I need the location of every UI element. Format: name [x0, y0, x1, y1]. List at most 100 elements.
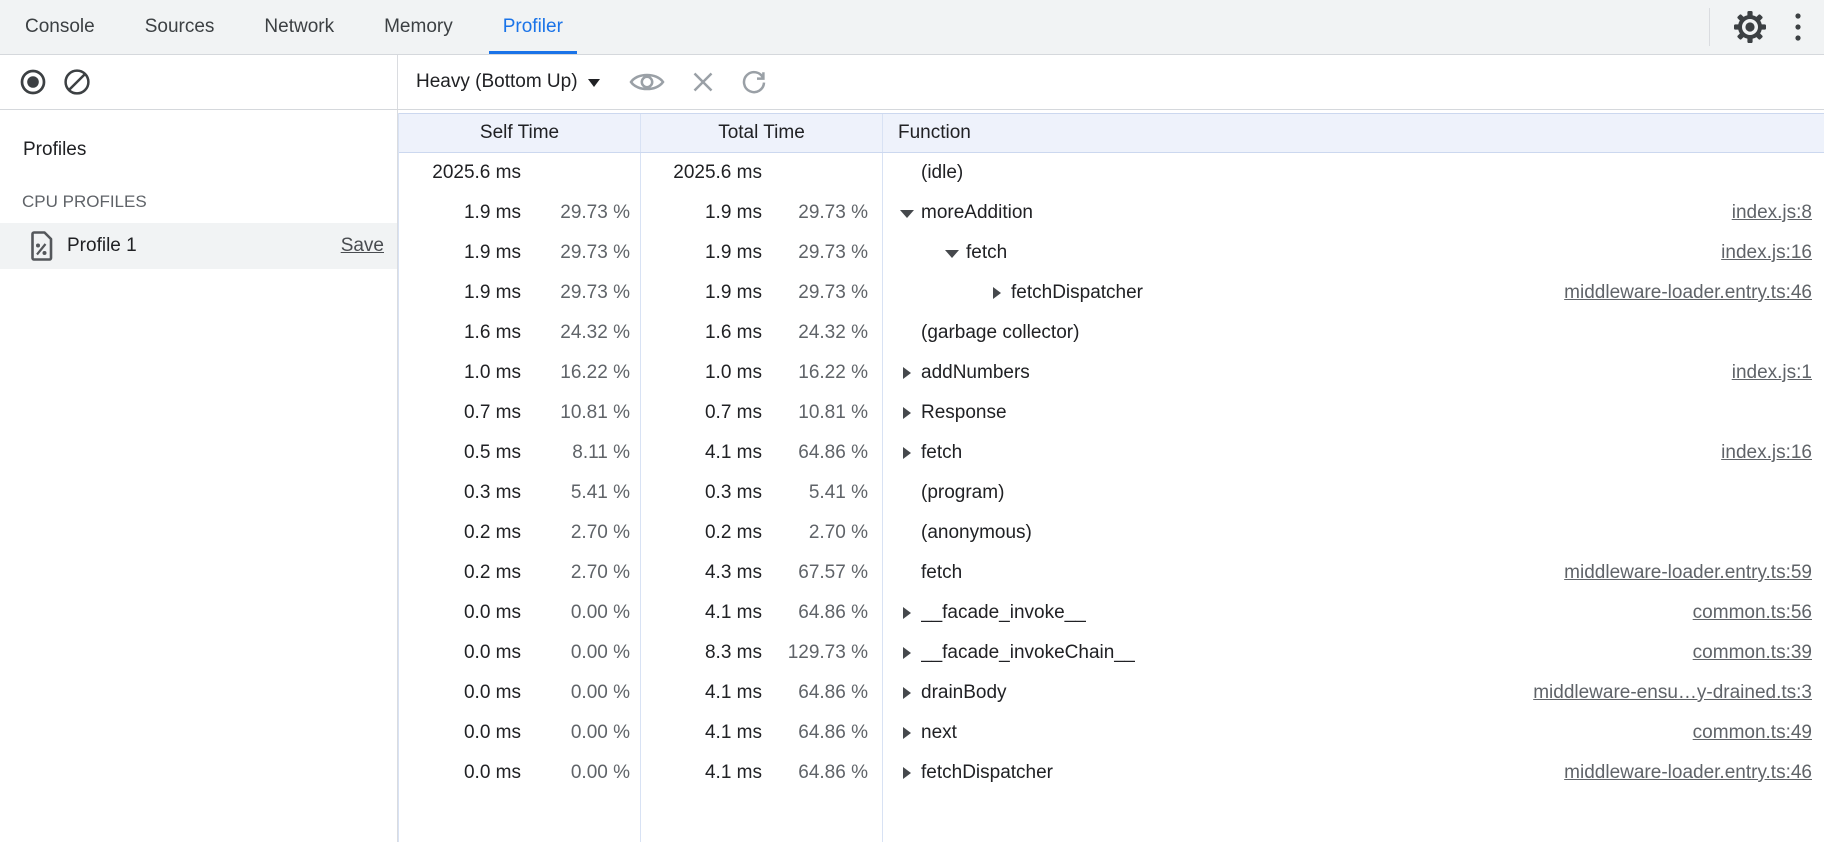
total-time-cell: 4.1 ms 64.86 %: [641, 433, 883, 473]
tab-bar-spacer: [588, 0, 1709, 54]
source-link[interactable]: middleware-loader.entry.ts:46: [1564, 282, 1812, 303]
self-time-percent: 2.70 %: [570, 522, 630, 543]
self-time-ms: 1.9 ms: [463, 242, 521, 263]
expand-arrow-icon[interactable]: [898, 645, 916, 661]
focus-function-eye-icon[interactable]: [628, 69, 666, 95]
expand-arrow-icon[interactable]: [898, 725, 916, 741]
expand-arrow-icon[interactable]: [898, 365, 916, 381]
total-time-ms: 1.9 ms: [704, 242, 762, 263]
table-row[interactable]: 0.0 ms 0.00 % 8.3 ms 129.73 % __facade_inv…: [399, 633, 1824, 673]
self-time-ms: 2025.6 ms: [432, 162, 521, 183]
view-mode-select[interactable]: Heavy (Bottom Up): [416, 71, 600, 93]
table-row[interactable]: 0.0 ms 0.00 % 4.1 ms 64.86 % next common.t…: [399, 713, 1824, 753]
expand-arrow-icon[interactable]: [898, 205, 916, 221]
clear-profiles-button[interactable]: [62, 67, 92, 97]
total-time-cell: 0.7 ms 10.81 %: [641, 393, 883, 433]
source-link[interactable]: middleware-loader.entry.ts:46: [1564, 762, 1812, 783]
function-name: drainBody: [921, 682, 1007, 703]
source-link[interactable]: index.js:16: [1721, 442, 1812, 463]
total-time-percent: 29.73 %: [798, 202, 868, 223]
source-link[interactable]: middleware-loader.entry.ts:59: [1564, 562, 1812, 583]
total-time-percent: 29.73 %: [798, 242, 868, 263]
total-time-ms: 1.0 ms: [704, 362, 762, 383]
table-row[interactable]: 0.5 ms 8.11 % 4.1 ms 64.86 % fetch index.j…: [399, 433, 1824, 473]
table-row[interactable]: 1.9 ms 29.73 % 1.9 ms 29.73 % moreAddition…: [399, 193, 1824, 233]
expand-arrow-icon: [898, 325, 916, 341]
source-link[interactable]: common.ts:39: [1692, 642, 1812, 663]
function-name: __facade_invoke__: [921, 602, 1086, 623]
tab-memory[interactable]: Memory: [359, 0, 478, 54]
column-header-function[interactable]: Function: [898, 122, 971, 143]
total-time-cell: 4.3 ms 67.57 %: [641, 553, 883, 593]
tab-profiler[interactable]: Profiler: [478, 0, 588, 54]
source-link[interactable]: index.js:8: [1731, 202, 1812, 223]
table-row[interactable]: 1.9 ms 29.73 % 1.9 ms 29.73 % fetchDispatc…: [399, 273, 1824, 313]
source-link[interactable]: middleware-ensu…y-drained.ts:3: [1533, 682, 1812, 703]
table-row[interactable]: 0.2 ms 2.70 % 4.3 ms 67.57 % fetch middlew…: [399, 553, 1824, 593]
profile-list-item[interactable]: Profile 1 Save: [0, 223, 397, 269]
expand-arrow-icon[interactable]: [898, 685, 916, 701]
column-header-total-time[interactable]: Total Time: [641, 114, 883, 152]
settings-gear-icon[interactable]: [1732, 9, 1768, 45]
table-row[interactable]: 0.2 ms 2.70 % 0.2 ms 2.70 % (anonymous): [399, 513, 1824, 553]
record-profile-button[interactable]: [18, 67, 48, 97]
tab-console[interactable]: Console: [0, 0, 120, 54]
expand-arrow-icon[interactable]: [898, 405, 916, 421]
self-time-cell: 0.0 ms 0.00 %: [399, 673, 641, 713]
total-time-percent: 64.86 %: [798, 602, 868, 623]
total-time-ms: 4.3 ms: [704, 562, 762, 583]
total-time-ms: 4.1 ms: [704, 682, 762, 703]
source-link[interactable]: common.ts:56: [1692, 602, 1812, 623]
total-time-ms: 0.3 ms: [704, 482, 762, 503]
profiler-controls: [0, 55, 398, 109]
table-row[interactable]: 2025.6 ms 2025.6 ms (idle): [399, 153, 1824, 193]
tab-network[interactable]: Network: [239, 0, 359, 54]
self-time-ms: 0.5 ms: [463, 442, 521, 463]
expand-arrow-icon[interactable]: [898, 765, 916, 781]
total-time-cell: 4.1 ms 64.86 %: [641, 753, 883, 793]
expand-arrow-icon[interactable]: [943, 245, 961, 261]
expand-arrow-icon[interactable]: [988, 285, 1006, 301]
function-name: fetchDispatcher: [1011, 282, 1144, 303]
self-time-ms: 0.7 ms: [463, 402, 521, 423]
total-time-cell: 4.1 ms 64.86 %: [641, 713, 883, 753]
tab-label: Network: [264, 16, 335, 37]
function-name: (program): [921, 482, 1005, 503]
table-row[interactable]: 0.0 ms 0.00 % 4.1 ms 64.86 % drainBody mid…: [399, 673, 1824, 713]
self-time-percent: 0.00 %: [570, 642, 630, 663]
column-header-self-time[interactable]: Self Time: [399, 114, 641, 152]
total-time-ms: 4.1 ms: [704, 442, 762, 463]
function-cell: __facade_invokeChain__ common.ts:39: [883, 633, 1824, 673]
save-profile-link[interactable]: Save: [340, 235, 384, 256]
expand-arrow-icon[interactable]: [898, 605, 916, 621]
source-link[interactable]: index.js:1: [1731, 362, 1812, 383]
source-link[interactable]: common.ts:49: [1692, 722, 1812, 743]
table-row[interactable]: 1.6 ms 24.32 % 1.6 ms 24.32 % (garbage col…: [399, 313, 1824, 353]
table-row[interactable]: 1.0 ms 16.22 % 1.0 ms 16.22 % addNumbers i…: [399, 353, 1824, 393]
table-row[interactable]: 0.3 ms 5.41 % 0.3 ms 5.41 % (program): [399, 473, 1824, 513]
profile-document-icon: [28, 230, 54, 262]
self-time-cell: 0.2 ms 2.70 %: [399, 513, 641, 553]
function-cell: fetch index.js:16: [883, 433, 1824, 473]
self-time-ms: 0.0 ms: [463, 762, 521, 783]
more-options-kebab-icon[interactable]: [1794, 11, 1802, 43]
self-time-ms: 0.2 ms: [463, 522, 521, 543]
total-time-percent: 29.73 %: [798, 282, 868, 303]
tab-sources[interactable]: Sources: [120, 0, 240, 54]
self-time-ms: 0.2 ms: [463, 562, 521, 583]
table-row[interactable]: 0.0 ms 0.00 % 4.1 ms 64.86 % __facade_invo…: [399, 593, 1824, 633]
exclude-function-cross-icon[interactable]: [690, 69, 716, 95]
expand-arrow-icon[interactable]: [898, 445, 916, 461]
restore-functions-refresh-icon[interactable]: [740, 68, 768, 96]
table-row[interactable]: 0.7 ms 10.81 % 0.7 ms 10.81 % Response: [399, 393, 1824, 433]
function-name: fetchDispatcher: [921, 762, 1054, 783]
function-cell: (anonymous): [883, 513, 1824, 553]
self-time-ms: 1.9 ms: [463, 282, 521, 303]
self-time-percent: 29.73 %: [560, 242, 630, 263]
table-row[interactable]: 0.0 ms 0.00 % 4.1 ms 64.86 % fetchDispatch…: [399, 753, 1824, 793]
view-mode-label: Heavy (Bottom Up): [416, 71, 578, 92]
self-time-cell: 1.0 ms 16.22 %: [399, 353, 641, 393]
table-row[interactable]: 1.9 ms 29.73 % 1.9 ms 29.73 % fetch index.…: [399, 233, 1824, 273]
source-link[interactable]: index.js:16: [1721, 242, 1812, 263]
grid-empty-area: [399, 793, 1824, 842]
